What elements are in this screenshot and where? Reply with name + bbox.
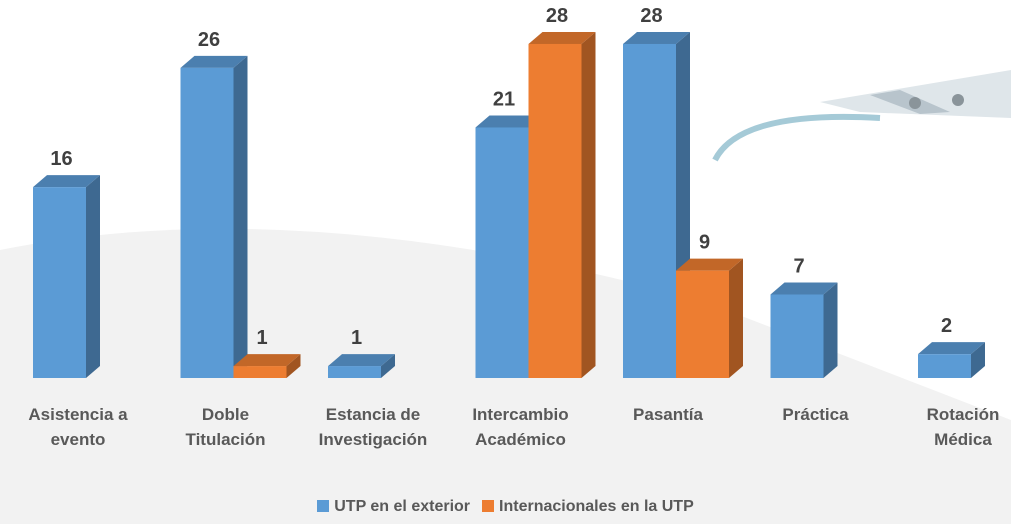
bar (180, 55, 248, 378)
bar-top (676, 258, 743, 271)
value-label: 1 (351, 327, 362, 349)
value-label: 28 (546, 5, 568, 27)
x-tick-label: Doble Titulación (185, 405, 266, 449)
value-label: 9 (699, 232, 710, 254)
value-label: 28 (640, 5, 662, 27)
legend-label: Internacionales en la UTP (499, 498, 694, 515)
bar (770, 282, 838, 378)
bar (33, 175, 100, 378)
bar-front (528, 43, 582, 379)
bar-top (623, 31, 690, 44)
bar (676, 258, 743, 378)
bar-top (180, 55, 248, 68)
bar-front (770, 294, 824, 378)
value-label: 1 (256, 327, 267, 349)
airplane-decoration (712, 70, 1011, 162)
bar-front (180, 67, 234, 378)
x-tick-label: Práctica (782, 405, 849, 424)
x-tick-label: Pasantía (633, 405, 703, 424)
bar-front (33, 187, 86, 378)
bar-side (86, 175, 100, 378)
bar-side (233, 55, 248, 378)
bar-front (623, 43, 676, 379)
legend: UTP en el exterior Internacionales en la … (0, 498, 1011, 516)
bar-front (676, 270, 729, 378)
value-label: 16 (50, 148, 72, 170)
legend-swatch (317, 500, 330, 512)
value-label: 7 (793, 255, 804, 277)
bar (328, 354, 395, 378)
bar-side (581, 31, 596, 379)
x-tick-label: Intercambio Académico (472, 405, 569, 449)
bar-front (233, 366, 287, 378)
bar-front (475, 127, 529, 378)
legend-swatch (482, 500, 495, 512)
value-label: 2 (941, 315, 952, 337)
legend-label: UTP en el exterior (334, 498, 471, 515)
value-label: 21 (493, 88, 515, 110)
bar-top (770, 282, 838, 295)
x-tick-label: Rotación Médica (926, 405, 1000, 449)
bar-side (823, 282, 838, 378)
x-tick-label: Asistencia a evento (28, 405, 128, 449)
bar-side (729, 258, 743, 378)
bar-top (33, 175, 100, 188)
bar-front (918, 354, 971, 378)
bar-side (286, 354, 301, 378)
bar-side (971, 342, 985, 378)
bar-side (381, 354, 395, 378)
bar-top (233, 354, 301, 367)
bar-top (918, 342, 985, 355)
bar-front (328, 366, 381, 378)
bar-top (328, 354, 395, 367)
bar (918, 342, 985, 378)
value-label: 26 (198, 29, 220, 51)
bar (528, 31, 596, 379)
x-tick-label: Estancia de Investigación (318, 405, 428, 449)
bar-top (528, 31, 596, 44)
bar-top (475, 115, 543, 128)
legend-item: Internacionales en la UTP (482, 498, 694, 516)
bar (233, 354, 301, 378)
legend-item: UTP en el exterior (317, 498, 470, 516)
